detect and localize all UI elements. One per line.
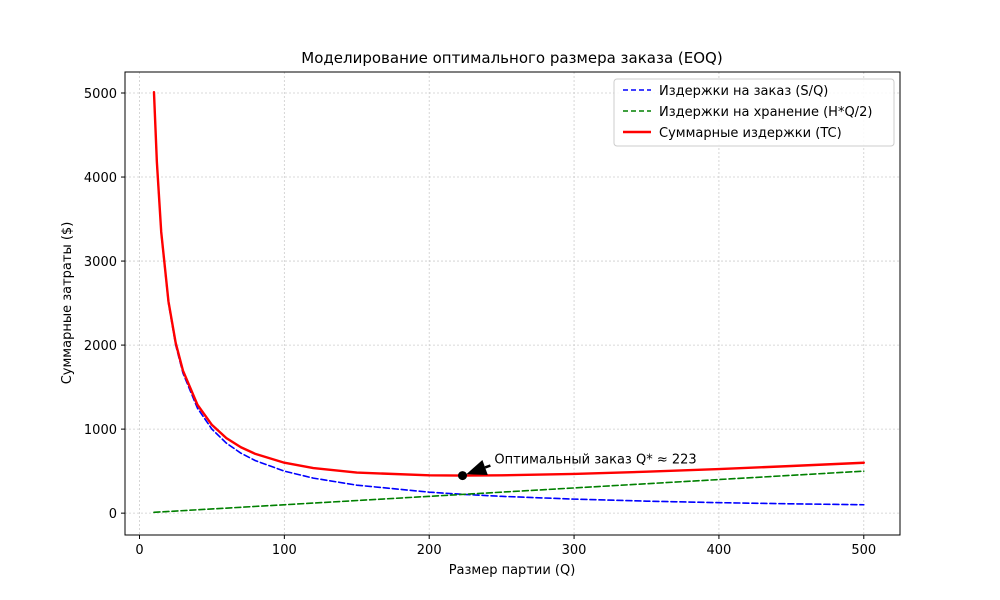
y-axis-label: Суммарные затраты ($) xyxy=(60,222,75,385)
annotation-layer: Оптимальный заказ Q* ≈ 223 xyxy=(458,453,697,481)
legend-box xyxy=(613,78,895,147)
annotation-arrow-shaft xyxy=(484,464,491,469)
legend-label-total-cost: Суммарные издержки (TC) xyxy=(659,126,842,141)
y-tick-label: 4000 xyxy=(84,171,117,186)
series-layer xyxy=(152,90,865,514)
x-tick-label: 300 xyxy=(562,543,587,558)
holding-cost-line xyxy=(153,470,865,514)
y-tick-label: 1000 xyxy=(84,423,117,438)
legend-label-ordering-cost: Издержки на заказ (S/Q) xyxy=(659,84,828,99)
chart-title: Моделирование оптимального размера заказ… xyxy=(301,49,722,67)
y-tick-label: 3000 xyxy=(84,255,117,270)
y-tick-label: 2000 xyxy=(84,339,117,354)
x-tick-label: 100 xyxy=(272,543,297,558)
x-tick-label: 200 xyxy=(417,543,442,558)
y-tick-label: 5000 xyxy=(84,87,117,102)
x-tick-label: 500 xyxy=(851,543,876,558)
grid xyxy=(125,72,900,535)
ordering-cost-line xyxy=(153,92,865,506)
total-cost-line xyxy=(152,90,865,477)
annotation-label: Оптимальный заказ Q* ≈ 223 xyxy=(494,453,696,468)
annotation-arrow-head xyxy=(466,459,488,476)
x-tick-label: 400 xyxy=(707,543,732,558)
legend: Издержки на заказ (S/Q) Издержки на хран… xyxy=(613,78,895,147)
x-axis-label: Размер партии (Q) xyxy=(449,563,576,578)
x-tick-label: 0 xyxy=(135,543,143,558)
y-tick-label: 0 xyxy=(109,507,117,522)
plot-frame xyxy=(124,71,901,536)
legend-label-holding-cost: Издержки на хранение (H*Q/2) xyxy=(659,105,872,120)
optimal-point-marker xyxy=(458,471,468,481)
